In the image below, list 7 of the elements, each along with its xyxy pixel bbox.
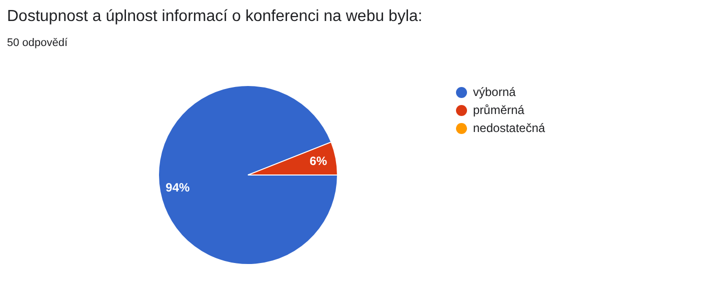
chart-title: Dostupnost a úplnost informací o konferenci na webu byla: (7, 8, 422, 26)
text: 50 odpovědí (7, 37, 68, 49)
legend-label: výborná (473, 85, 516, 99)
data-label: 94% (166, 180, 190, 195)
legend-label: nedostatečná (473, 121, 546, 135)
legend-label: průměrná (473, 103, 524, 117)
data-label: 6% (310, 154, 328, 168)
